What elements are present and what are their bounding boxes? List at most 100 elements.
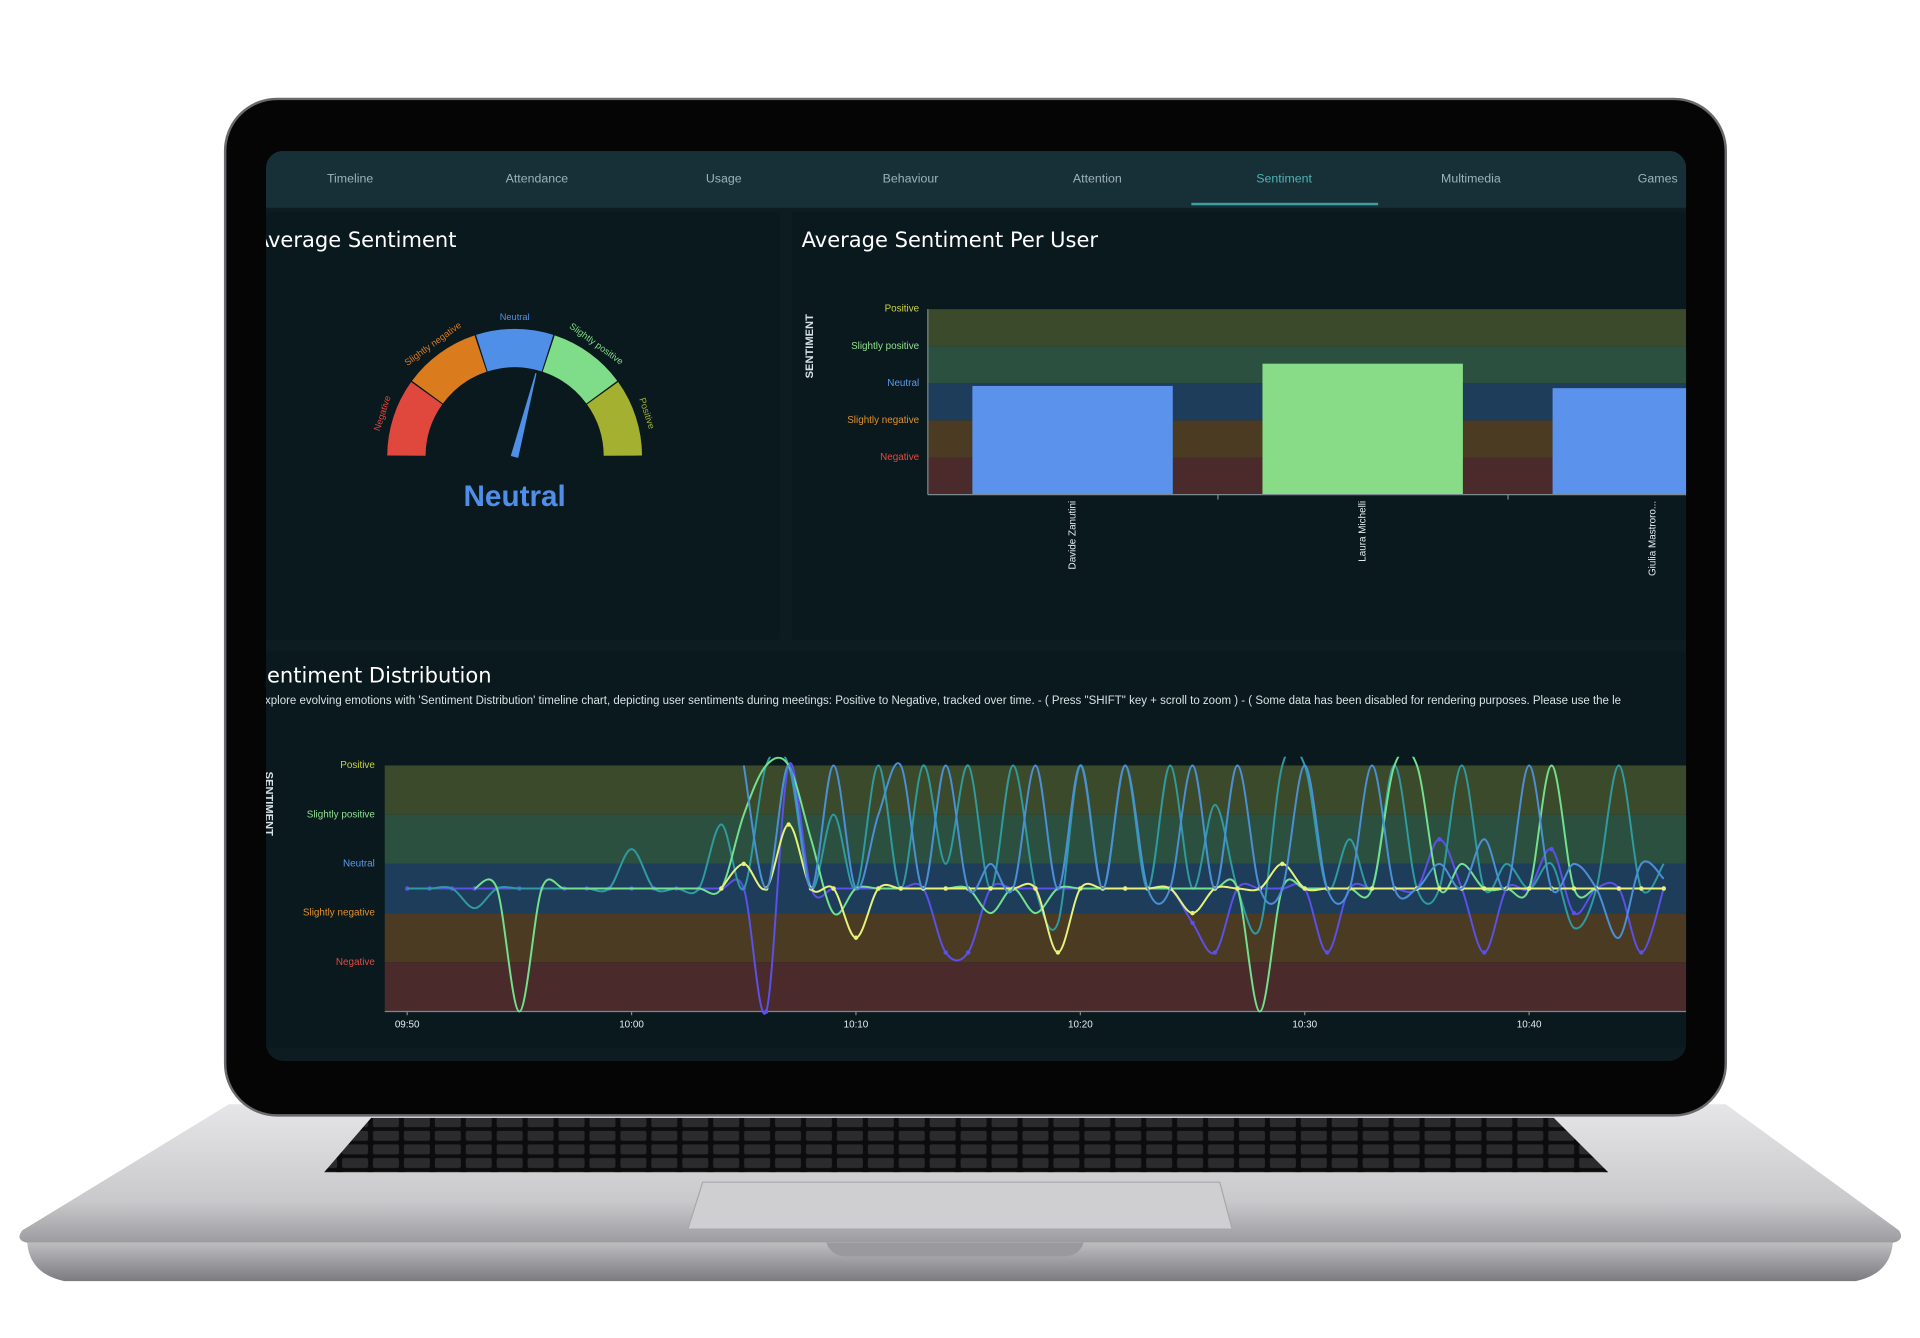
panel-title: Average Sentiment Per User xyxy=(802,227,1099,252)
sentiment-point xyxy=(965,950,971,955)
sentiment-band xyxy=(927,309,1687,347)
gauge-value-label: Neutral xyxy=(464,480,566,513)
sentiment-band xyxy=(384,962,1687,1012)
sentiment-point xyxy=(1212,950,1218,955)
sentiment-line xyxy=(474,756,1664,1013)
sentiment-point xyxy=(898,886,904,891)
y-tick-label: Slightly positive xyxy=(307,809,376,820)
panel-title: Sentiment Distribution xyxy=(254,662,492,687)
tab[interactable]: Multimedia xyxy=(1441,172,1501,186)
plot-lines xyxy=(404,756,1666,1015)
sentiment-point xyxy=(1482,950,1487,955)
tab-indicator xyxy=(1191,202,1379,206)
x-tick-label: 10:10 xyxy=(844,1020,869,1031)
tab[interactable]: Attendance xyxy=(506,172,569,186)
gauge-segment xyxy=(387,382,443,456)
tab[interactable]: Sentiment xyxy=(1256,172,1312,186)
tab-bar xyxy=(265,150,1687,208)
gauge-segment xyxy=(587,382,643,456)
sentiment-point xyxy=(1549,846,1554,852)
y-tick-label: Neutral xyxy=(343,858,375,869)
x-tick-label: 10:30 xyxy=(1292,1020,1317,1031)
bar xyxy=(1552,388,1687,495)
sentiment-point xyxy=(1616,886,1622,891)
panel-description: Explore evolving emotions with 'Sentimen… xyxy=(257,695,1621,707)
x-tick-label: 09:50 xyxy=(395,1020,420,1031)
screen: Timeline Attendance Usage Behaviour Attentio… xyxy=(254,150,1687,1062)
sentiment-line xyxy=(407,756,1665,935)
sentiment-point xyxy=(1639,950,1644,955)
x-tick-label: 10:20 xyxy=(1068,1020,1093,1031)
sentiment-point xyxy=(1571,910,1577,916)
trackpad xyxy=(686,1181,1233,1230)
sentiment-point xyxy=(1190,920,1195,926)
y-tick-label: Neutral xyxy=(887,378,919,389)
sentiment-point xyxy=(1280,861,1285,867)
gauge-segment xyxy=(542,335,618,404)
gauge-segment xyxy=(412,335,487,404)
y-tick-label: Slightly positive xyxy=(851,341,920,352)
sentiment-point xyxy=(831,886,836,891)
sentiment-point xyxy=(1526,886,1532,891)
sentiment-point xyxy=(741,861,746,867)
bar xyxy=(972,385,1173,495)
x-tick-label: 10:00 xyxy=(619,1020,644,1031)
plot xyxy=(927,309,1687,500)
sentiment-point xyxy=(1190,910,1195,916)
sentiment-point xyxy=(786,822,791,827)
y-tick-label: Positive xyxy=(340,760,375,771)
y-tick-label: Negative xyxy=(336,957,375,968)
sentiment-point xyxy=(1078,886,1083,891)
sentiment-point xyxy=(1033,886,1038,891)
tab[interactable]: Usage xyxy=(706,172,742,186)
sentiment-point xyxy=(1639,886,1644,891)
sentiment-point xyxy=(763,1009,769,1014)
sentiment-point xyxy=(1324,950,1330,955)
y-tick-label: Slightly negative xyxy=(847,415,919,426)
sentiment-band xyxy=(384,913,1687,963)
sentiment-point xyxy=(1437,837,1442,842)
sentiment-point xyxy=(1482,886,1487,891)
sentiment-point xyxy=(1055,950,1061,955)
sentiment-band xyxy=(384,765,1687,815)
gauge-segment xyxy=(475,328,554,372)
sentiment-point xyxy=(1571,886,1577,891)
x-tick-label: Laura Michelli xyxy=(1358,501,1369,562)
sentiment-point xyxy=(876,886,881,891)
tabs: Timeline Attendance Usage Behaviour Attentio… xyxy=(327,172,1678,206)
sentiment-point xyxy=(1302,886,1307,891)
sentiment-point xyxy=(1437,886,1442,891)
x-tick-label: Giulia Mastroro... xyxy=(1648,501,1659,576)
sentiment-point xyxy=(943,886,948,891)
sentiment-point xyxy=(1235,886,1240,891)
keyboard xyxy=(324,1117,1609,1173)
line-chart: Sentiment Distribution Explore evolving e… xyxy=(254,662,1687,1031)
laptop-front xyxy=(27,1242,1893,1282)
bar xyxy=(1262,363,1463,495)
tab[interactable]: Timeline xyxy=(327,172,373,186)
sentiment-band xyxy=(384,814,1687,864)
x-tick-label: Davide Zanutini xyxy=(1067,501,1078,570)
sentiment-point xyxy=(988,886,993,891)
tab[interactable]: Behaviour xyxy=(883,172,939,186)
sentiment-line xyxy=(742,762,1665,939)
gauge-label: Neutral xyxy=(500,312,530,322)
y-tick-label: Negative xyxy=(880,452,919,463)
bar-chart: Average Sentiment Per User SENTIMENT Posit… xyxy=(802,227,1687,576)
y-axis-label: SENTIMENT xyxy=(263,772,275,836)
sentiment-point xyxy=(1122,886,1128,891)
tab[interactable]: Attention xyxy=(1073,172,1122,186)
sentiment-point xyxy=(943,950,948,955)
sentiment-point xyxy=(1369,886,1375,891)
x-tick-label: 10:40 xyxy=(1517,1020,1542,1031)
tab[interactable]: Games xyxy=(1638,172,1678,186)
laptop-notch xyxy=(826,1242,1084,1257)
panel-title: Average Sentiment xyxy=(255,227,457,252)
y-axis-label: SENTIMENT xyxy=(804,314,816,378)
sentiment-point xyxy=(1661,886,1666,891)
y-tick-label: Positive xyxy=(885,304,920,315)
sentiment-point xyxy=(719,886,724,891)
sentiment-point xyxy=(853,935,859,940)
